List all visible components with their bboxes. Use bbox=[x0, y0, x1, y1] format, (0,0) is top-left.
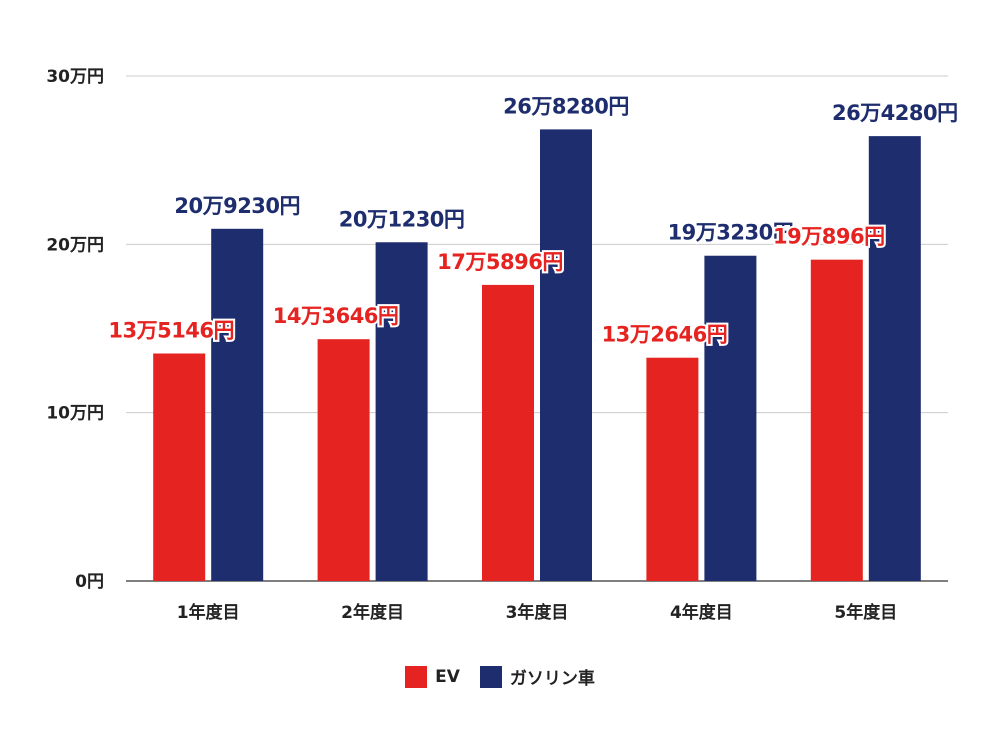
legend-swatch-ev bbox=[405, 665, 428, 688]
data-label-gasoline: 20万1230円 bbox=[339, 207, 465, 231]
x-category-label: 1年度目 bbox=[177, 602, 240, 623]
bar-gasoline bbox=[868, 136, 921, 581]
x-category-label: 3年度目 bbox=[506, 602, 569, 623]
y-tick-label: 0円 bbox=[75, 572, 104, 592]
data-labels: 13万5146円 20万9230円 14万3646円 20万1230円 17万5896円… bbox=[106, 92, 960, 348]
legend-item-gasoline: ガソリン車 bbox=[479, 664, 595, 689]
bar-gasoline bbox=[211, 228, 264, 581]
y-tick-label: 30万円 bbox=[46, 67, 104, 87]
x-category-label: 5年度目 bbox=[834, 602, 897, 623]
legend-label-gasoline: ガソリン車 bbox=[509, 669, 595, 689]
data-label-gasoline: 26万4280円 bbox=[832, 101, 958, 125]
bar-ev bbox=[153, 353, 206, 581]
bar-ev bbox=[482, 284, 534, 581]
bar-ev bbox=[810, 259, 863, 581]
bar-gasoline bbox=[540, 129, 592, 582]
x-axis-categories: 1年度目 2年度目 3年度目 4年度目 5年度目 bbox=[177, 602, 897, 623]
legend-item-ev: EV bbox=[405, 665, 460, 688]
y-axis-ticks: 0円 10万円 20万円 30万円 bbox=[46, 67, 104, 592]
y-tick-label: 20万円 bbox=[46, 235, 104, 255]
bar-gasoline bbox=[704, 255, 757, 582]
bar-gasoline bbox=[375, 242, 428, 582]
data-label-ev: 19万896円 bbox=[773, 225, 885, 249]
data-label-gasoline: 26万8280円 bbox=[503, 94, 629, 118]
legend: EV ガソリン車 bbox=[0, 664, 1000, 689]
x-category-label: 2年度目 bbox=[341, 602, 404, 623]
bar-ev bbox=[646, 357, 699, 581]
data-label-ev: 14万3646円 bbox=[273, 304, 399, 328]
legend-swatch-gasoline bbox=[479, 665, 502, 688]
data-label-ev: 13万5146円 bbox=[108, 319, 234, 343]
data-label-ev: 17万5896円 bbox=[437, 250, 563, 274]
x-category-label: 4年度目 bbox=[670, 602, 733, 623]
data-label-gasoline: 20万9230円 bbox=[174, 194, 300, 218]
bar-ev bbox=[317, 339, 370, 581]
y-tick-label: 10万円 bbox=[46, 404, 104, 424]
data-label-ev: 13万2646円 bbox=[602, 323, 728, 347]
bars bbox=[153, 129, 921, 582]
bar-chart: 0円 10万円 20万円 30万円 13万5146円 20万9230円 14万3646円 2… bbox=[46, 67, 960, 623]
legend-label-ev: EV bbox=[435, 666, 460, 687]
data-label-gasoline: 19万3230円 bbox=[668, 221, 794, 245]
